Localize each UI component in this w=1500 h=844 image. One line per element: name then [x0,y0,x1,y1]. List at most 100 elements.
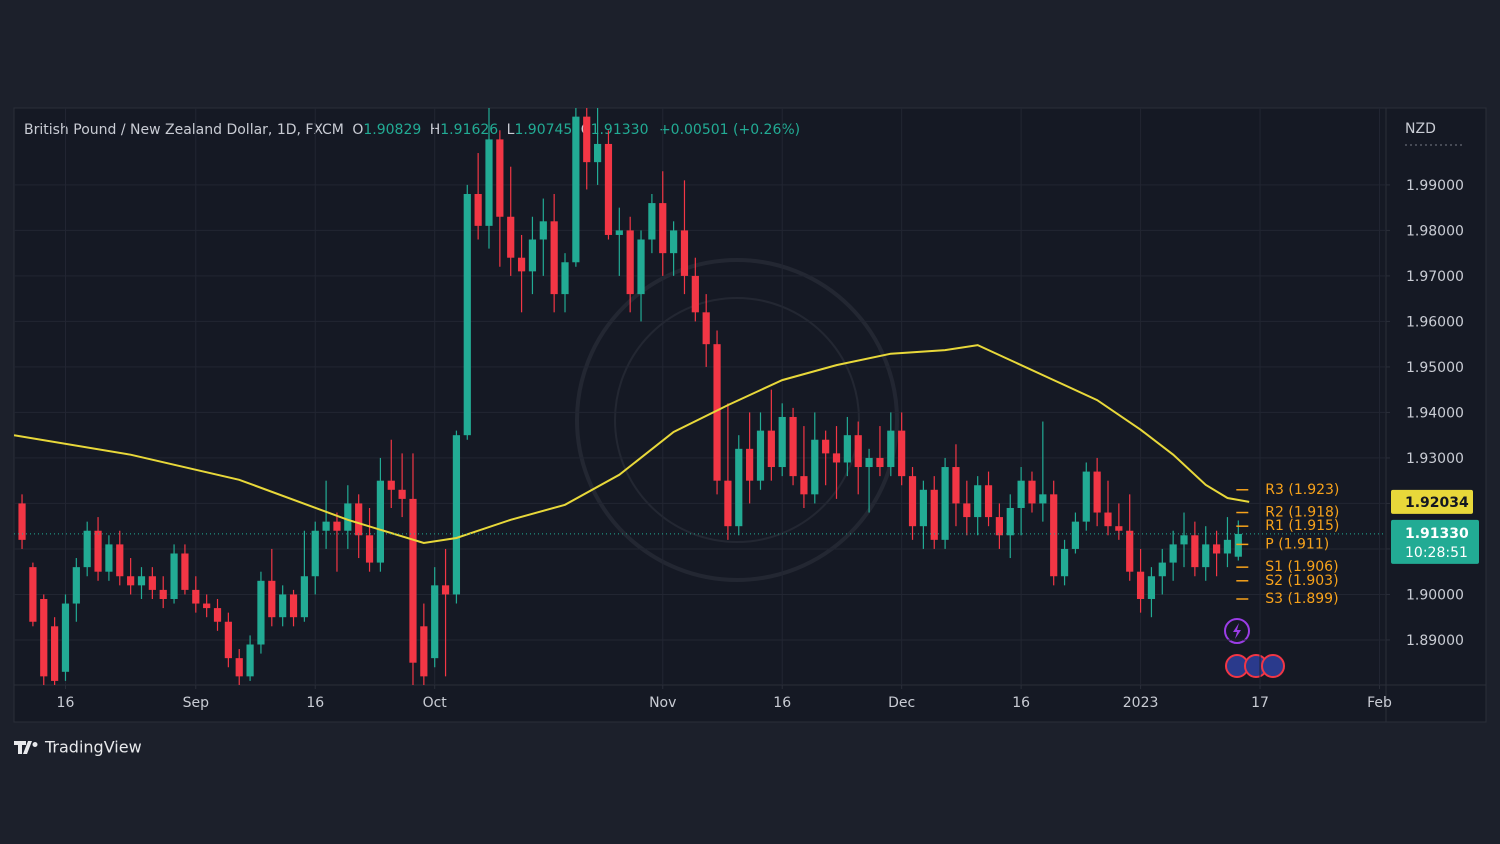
candle-body [1039,494,1047,504]
y-tick-label: 1.97000 [1406,269,1464,285]
candle-body [507,216,515,258]
ohlc-value: 1.90745 [514,122,572,138]
ohlc-key: L [507,122,515,138]
x-tick-label: 16 [1012,695,1030,711]
candle-body [898,430,906,477]
x-tick-label: 16 [306,695,324,711]
x-tick-label: 17 [1251,695,1269,711]
candle-body [51,626,59,681]
candle-body [995,517,1003,536]
pivot-label: S3 (1.899) [1265,591,1338,607]
candle-body [289,594,298,618]
candle-body [702,312,710,345]
candle-body [876,457,884,468]
candle-body [268,580,276,618]
symbol: British Pound / New Zealand Dollar, 1D, … [24,122,344,138]
candle-body [811,439,819,495]
candle-body [105,544,113,572]
candle-body [83,530,91,568]
watermark [575,258,899,582]
candle-body [746,448,754,481]
candle-body [1223,539,1232,554]
pivot-label: S2 (1.903) [1265,573,1338,589]
candle-body [604,143,613,235]
candle-body [789,416,797,477]
pivot-label: R1 (1.915) [1265,518,1339,534]
candle-body [94,530,102,572]
event-flag [1261,654,1285,678]
candle-body [1234,533,1242,557]
candle-body [963,503,971,518]
event-bolt [1233,623,1241,639]
ma-price-tag [1391,489,1473,514]
y-tick-label: 1.96000 [1406,314,1464,330]
candle-body [1212,544,1221,554]
candle-body [919,489,927,527]
candle-body [61,603,70,672]
candle-body [40,598,48,677]
event-icons [1224,618,1285,678]
candle-body [767,430,775,468]
y-tick-label: 1.90000 [1406,587,1464,603]
candle-body [1093,471,1101,513]
pivot-label: R3 (1.923) [1265,482,1339,498]
candle-body [420,626,428,677]
countdown-label: 10:28:51 [1405,545,1468,561]
candle-body [116,544,124,577]
x-tick-label: Oct [423,695,448,711]
candle-body [1071,521,1080,549]
candle-body [572,116,580,263]
candle-body [246,644,254,677]
candle-body [181,553,189,590]
last-price-label: 1.91330 [1405,526,1469,542]
candle-body [952,467,960,504]
candle-body [735,448,743,527]
candle-body [648,203,656,240]
candle-body [626,230,634,295]
candle-body [203,603,211,609]
candle-body [1169,544,1177,563]
tradingview-logo: TradingView [14,738,142,757]
x-tick-label: Dec [888,695,915,711]
candle-body [1082,471,1090,522]
candle-body [1136,571,1145,599]
x-tick-label: 16 [773,695,791,711]
y-tick-label: 1.89000 [1406,633,1464,649]
x-tick-label: Nov [649,695,676,711]
last-price-tag [1391,519,1479,564]
candle-body [1006,507,1014,536]
candle-body [865,457,873,468]
candle-body [1050,494,1058,577]
candle-body [680,230,689,276]
candle-body [452,435,461,595]
candle-body [159,589,167,599]
candle-body [1115,526,1123,531]
y-tick-label: 1.93000 [1406,451,1464,467]
y-tick-label: 1.99000 [1406,178,1464,194]
ohlc-value: 1.90829 [363,122,421,138]
x-tick-label: Sep [183,695,210,711]
ma-price-label: 1.92034 [1405,495,1469,511]
candle-body [235,658,243,677]
candle-body [409,498,417,663]
candle-body [550,221,558,295]
candle-body [941,467,949,540]
candle-body [1202,544,1210,568]
candle-body [18,503,26,540]
candle-body [930,489,938,540]
change: +0.00501 (+0.26%) [659,122,800,138]
candle-body [344,503,352,531]
candle-body [224,621,232,659]
moving-average [14,344,1250,545]
candle-body [854,435,862,468]
ohlc-value: 1.91626 [440,122,498,138]
candle-body [29,567,37,622]
x-tick-label: 2023 [1123,695,1159,711]
candle-body [441,585,450,595]
candle-body [474,194,482,226]
candle-body [1104,512,1112,527]
candle-body [778,416,786,468]
candle-body [463,194,471,436]
